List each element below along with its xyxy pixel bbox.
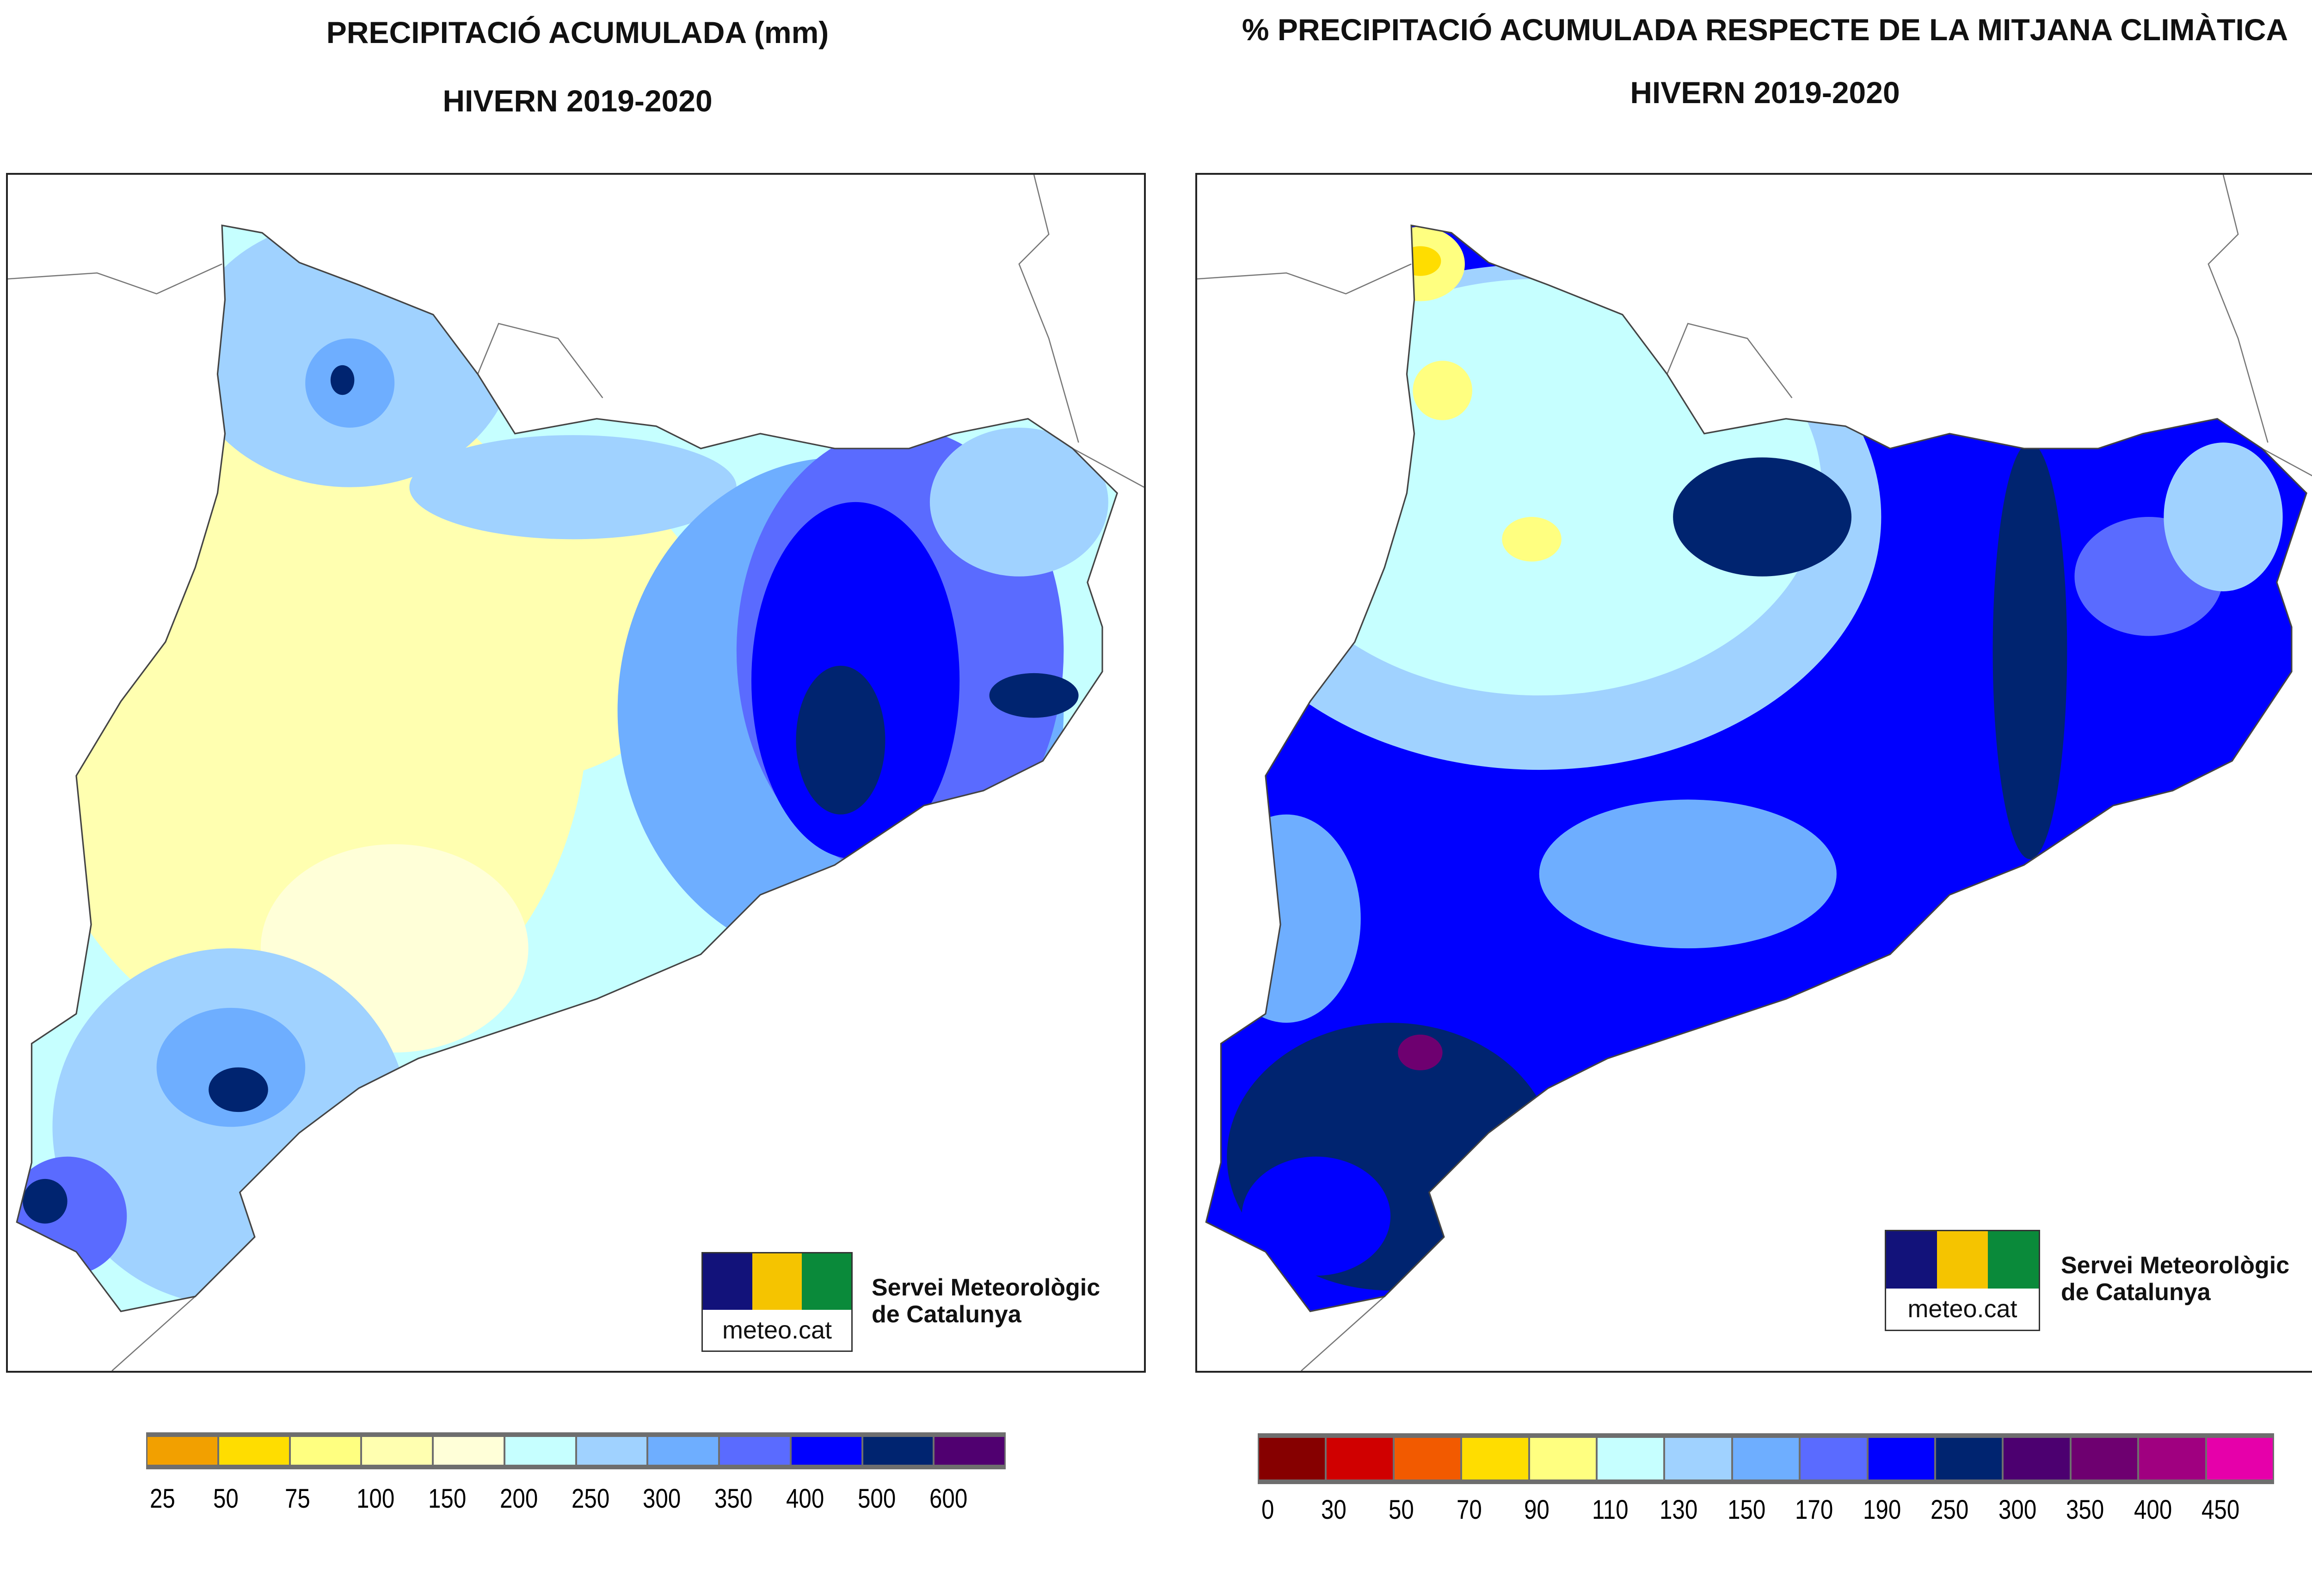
legend-swatch xyxy=(2071,1438,2140,1479)
legend-label: 25 xyxy=(150,1484,175,1514)
legend-label: 75 xyxy=(284,1484,310,1514)
legend-label: 250 xyxy=(571,1484,609,1514)
legend-swatch xyxy=(148,1437,219,1465)
legend-swatch xyxy=(1598,1438,1666,1479)
legend-swatch xyxy=(2207,1438,2273,1479)
legend-label: 50 xyxy=(213,1484,239,1514)
meteocat-logo: meteo.cat xyxy=(1885,1230,2040,1331)
legend-label: 600 xyxy=(929,1484,968,1514)
legend-label: 350 xyxy=(714,1484,753,1514)
legend-swatch xyxy=(2004,1438,2072,1479)
logo-org-line2: de Catalunya xyxy=(872,1301,1021,1328)
legend-label: 70 xyxy=(1456,1495,1482,1525)
legend-swatch xyxy=(1665,1438,1733,1479)
legend-swatch xyxy=(1394,1438,1463,1479)
sun-icon xyxy=(752,1253,802,1310)
legend-label: 110 xyxy=(1592,1495,1629,1525)
legend-label: 250 xyxy=(1931,1495,1969,1525)
legend-swatch xyxy=(1462,1438,1530,1479)
logo-brand: meteo.cat xyxy=(1907,1295,2017,1323)
legend-swatch xyxy=(577,1437,649,1465)
meteocat-logo: meteo.cat xyxy=(701,1252,853,1352)
legend-label: 130 xyxy=(1660,1495,1698,1525)
cloud-icon xyxy=(802,1253,851,1310)
legend-label: 400 xyxy=(2134,1495,2172,1525)
legend-swatch xyxy=(648,1437,720,1465)
legend-label: 150 xyxy=(1727,1495,1765,1525)
precipitation-percent-map-svg xyxy=(1197,175,2312,1371)
legend-swatch xyxy=(1259,1438,1327,1479)
legend-label: 500 xyxy=(858,1484,896,1514)
left-title-line1: PRECIPITACIÓ ACUMULADA (mm) xyxy=(326,15,829,49)
legend-swatch xyxy=(1530,1438,1598,1479)
precipitation-map-svg xyxy=(8,175,1144,1371)
logo-brand: meteo.cat xyxy=(722,1316,832,1344)
sun-icon xyxy=(1937,1231,1988,1289)
legend-swatch xyxy=(1327,1438,1395,1479)
legend-swatch xyxy=(1801,1438,1869,1479)
legend-label: 190 xyxy=(1863,1495,1901,1525)
legend-label: 200 xyxy=(499,1484,538,1514)
right-title-line2: HIVERN 2019-2020 xyxy=(1630,75,1900,110)
legend-swatch xyxy=(219,1437,291,1465)
legend-swatch xyxy=(935,1437,1004,1465)
legend-swatch xyxy=(1733,1438,1801,1479)
legend-label: 300 xyxy=(643,1484,681,1514)
legend-swatch xyxy=(505,1437,577,1465)
legend-label: 90 xyxy=(1524,1495,1550,1525)
logo-org-line1: Servei Meteorològic xyxy=(872,1274,1101,1301)
legend-label: 300 xyxy=(1998,1495,2037,1525)
legend-swatch xyxy=(1868,1438,1937,1479)
cloud-icon xyxy=(1988,1231,2039,1289)
legend-swatch xyxy=(434,1437,505,1465)
legend-swatch xyxy=(720,1437,792,1465)
legend-swatch xyxy=(863,1437,935,1465)
precipitation-percent-map: meteo.cat Servei Meteorològic de Catalun… xyxy=(1195,173,2312,1373)
right-title-line1: % PRECIPITACIÓ ACUMULADA RESPECTE DE LA … xyxy=(1242,12,2288,47)
legend-label: 30 xyxy=(1321,1495,1347,1525)
legend-swatch xyxy=(791,1437,863,1465)
legend-label: 150 xyxy=(428,1484,466,1514)
logo-org-line2: de Catalunya xyxy=(2061,1279,2211,1306)
legend-label: 0 xyxy=(1261,1495,1274,1525)
legend-label: 350 xyxy=(2066,1495,2104,1525)
legend-label: 170 xyxy=(1795,1495,1833,1525)
percent-legend xyxy=(1258,1433,2274,1484)
legend-swatch xyxy=(362,1437,434,1465)
legend-swatch xyxy=(1936,1438,2004,1479)
legend-swatch xyxy=(290,1437,363,1465)
legend-label: 400 xyxy=(786,1484,824,1514)
legend-label: 50 xyxy=(1389,1495,1414,1525)
legend-label: 450 xyxy=(2201,1495,2240,1525)
precipitation-map: meteo.cat Servei Meteorològic de Catalun… xyxy=(6,173,1146,1373)
logo-org-line1: Servei Meteorològic xyxy=(2061,1252,2290,1279)
precipitation-legend xyxy=(146,1432,1006,1469)
legend-swatch xyxy=(2139,1438,2207,1479)
left-title-line2: HIVERN 2019-2020 xyxy=(443,84,713,118)
legend-label: 100 xyxy=(356,1484,395,1514)
